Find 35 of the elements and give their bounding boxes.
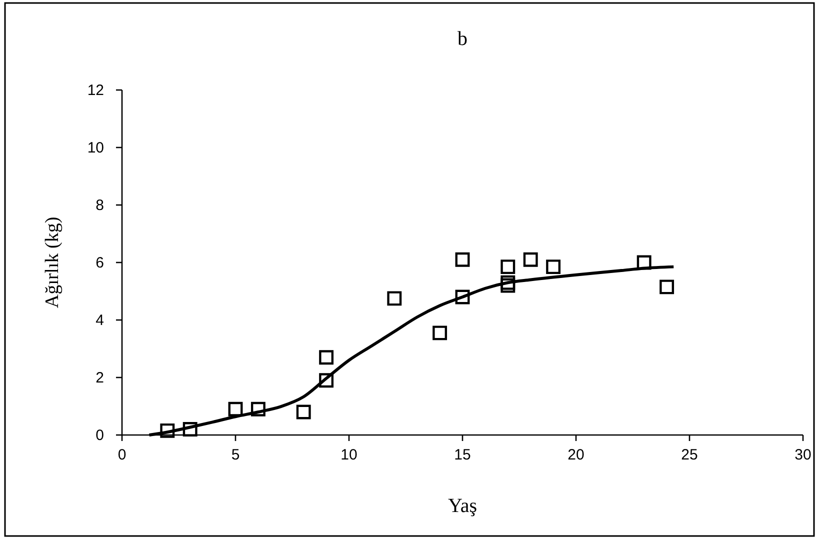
- point: [432, 326, 448, 340]
- point: [387, 291, 402, 306]
- point: [455, 290, 470, 304]
- point: [228, 402, 243, 416]
- point: [546, 260, 561, 274]
- x-tick-label: 30: [794, 446, 812, 464]
- y-tick-label: 0: [96, 426, 104, 444]
- y-axis-title: Ağırlık (kg): [42, 216, 63, 308]
- point: [182, 422, 198, 436]
- x-tick-label: 20: [568, 446, 584, 464]
- point: [523, 252, 538, 267]
- point: [660, 280, 674, 294]
- point: [250, 402, 266, 416]
- x-tick-label: 5: [231, 446, 240, 464]
- y-tick-label: 6: [96, 254, 104, 272]
- x-axis-title: Yaş: [448, 495, 478, 517]
- point: [500, 278, 516, 293]
- y-tick-label: 10: [87, 139, 104, 156]
- point: [500, 260, 516, 274]
- x-tick-label: 0: [118, 446, 126, 464]
- chart-title: b: [458, 28, 468, 50]
- y-tick-label: 12: [87, 82, 104, 99]
- point: [500, 275, 516, 290]
- point: [296, 404, 311, 420]
- point: [319, 373, 334, 388]
- point: [455, 252, 470, 267]
- y-tick-label: 2: [96, 369, 104, 386]
- point: [636, 255, 652, 270]
- x-tick-label: 25: [681, 446, 698, 464]
- x-tick-label: 15: [454, 446, 471, 464]
- y-tick-label: 8: [96, 196, 104, 214]
- point: [319, 350, 334, 365]
- y-tick-label: 4: [96, 312, 104, 329]
- x-tick-label: 10: [340, 446, 358, 464]
- point: [160, 423, 175, 438]
